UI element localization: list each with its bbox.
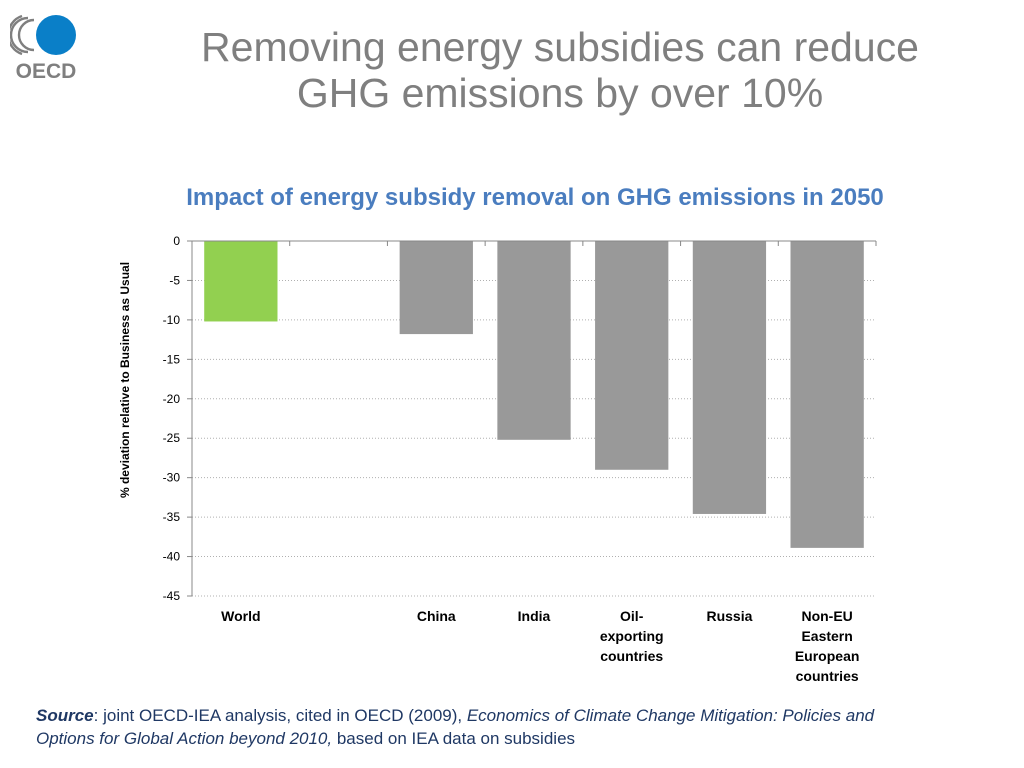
y-tick-label: -20 — [163, 392, 181, 406]
x-category-label: countries — [600, 648, 663, 664]
y-tick-label: -5 — [169, 273, 180, 287]
bar — [399, 241, 473, 335]
y-tick-label: -15 — [163, 352, 181, 366]
source-note: Source: joint OECD-IEA analysis, cited i… — [36, 704, 936, 750]
bar — [692, 241, 767, 514]
bar — [790, 241, 864, 548]
slide-title: Removing energy subsidies can reduce GHG… — [120, 24, 1000, 116]
source-text-1: : joint OECD-IEA analysis, cited in OECD… — [93, 706, 467, 725]
y-tick-label: -35 — [163, 510, 181, 524]
x-category-label: Eastern — [801, 628, 852, 644]
source-text-2: based on IEA data on subsidies — [332, 729, 576, 748]
slide-title-line-2: GHG emissions by over 10% — [296, 70, 824, 116]
oecd-logo: OECD — [10, 14, 77, 82]
x-category-label: Russia — [706, 608, 752, 624]
y-tick-label: 0 — [173, 234, 180, 248]
x-category-label: China — [417, 608, 456, 624]
source-label: Source — [36, 706, 94, 725]
bar — [204, 241, 278, 322]
bar-chart: 0 -5 -10 -15 -20 -25 -30 -35 -40 -45 World China Ind… — [163, 234, 877, 684]
x-category-label: World — [221, 608, 260, 624]
y-tick-label: -30 — [163, 471, 181, 485]
y-tick-label: -45 — [163, 589, 181, 603]
bar — [497, 241, 571, 440]
oecd-logo-text: OECD — [16, 60, 77, 82]
oecd-logo-arcs — [10, 14, 35, 56]
x-category-label: exporting — [600, 628, 664, 644]
slide-title-line-1: Removing energy subsidies can reduce — [201, 24, 919, 70]
x-category-label: countries — [796, 668, 859, 684]
y-tick-label: -10 — [163, 313, 181, 327]
x-category-label: India — [518, 608, 551, 624]
chart-title: Impact of energy subsidy removal on GHG … — [186, 184, 884, 211]
x-category-label: Oil- — [620, 608, 644, 624]
bar — [595, 241, 669, 470]
source-italic: Economics of Climate Change Mitigation: … — [36, 706, 875, 748]
x-category-label: European — [795, 648, 860, 664]
y-tick-label: -25 — [163, 431, 181, 445]
oecd-logo-circle — [36, 15, 76, 55]
x-category-label: Non-EU — [801, 608, 852, 624]
y-tick-label: -40 — [163, 550, 181, 564]
